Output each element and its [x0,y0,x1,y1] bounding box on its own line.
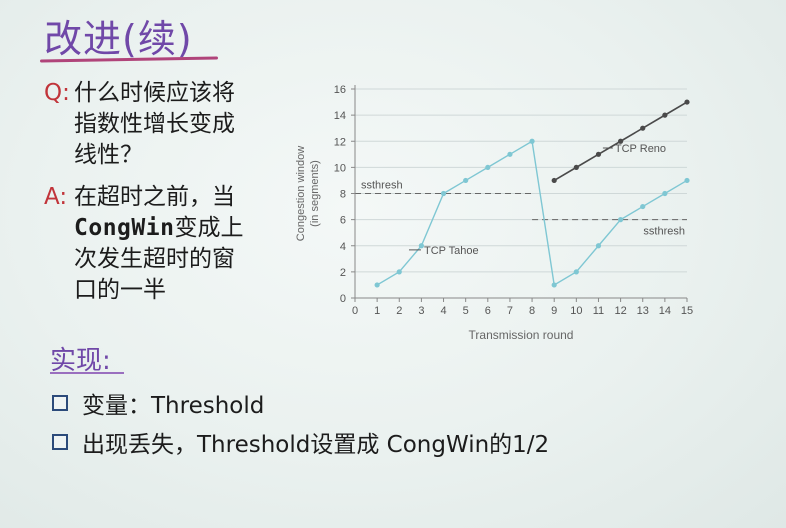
x-tick-label: 10 [570,305,582,317]
ssthresh-label: ssthresh [361,180,403,192]
y-tick-label: 14 [334,110,346,122]
bullet-text: 出现丢失，Threshold设置成 CongWin的1/2 [82,432,550,458]
checkbox-bullet-icon [52,434,68,450]
chart-series [374,99,690,288]
answer-line-3: 次发生超时的窗 [74,246,235,272]
x-tick-label: 9 [551,305,557,317]
x-tick-label: 3 [418,305,424,317]
chart-grid [355,88,687,273]
bullet-text: 变量：Threshold [82,393,265,419]
chart-thresholds [355,193,687,221]
tahoe-data-point [396,269,402,275]
x-tick-label: 4 [440,305,446,317]
x-tick-label: 2 [396,305,402,317]
tahoe-data-point [529,138,535,144]
ssthresh-label: ssthresh [643,226,685,238]
y-tick-label: 6 [340,215,346,227]
x-tick-label: 0 [352,305,358,317]
y-axis-label-line1: Congestion window [295,146,307,241]
x-tick-label: 6 [485,305,491,317]
reno-data-point [551,177,557,184]
tahoe-data-point [595,243,602,249]
tahoe-data-point [662,190,668,197]
y-tick-label: 12 [334,136,346,148]
tahoe-data-point [684,177,690,184]
reno-data-point [618,138,624,144]
bullet-item: 变量：Threshold [52,386,264,420]
chart-labels: ssthresh ssthresh TCP Reno TCP Tahoe [361,143,685,257]
impl-heading: 实现: [50,346,111,376]
question-mark: Q: [44,80,70,106]
reno-data-point [595,151,602,157]
x-tick-label: 5 [463,305,469,317]
answer-block: A: 在超时之前，当 CongWin变成上 次发生超时的窗 口的一半 [44,182,243,306]
answer-line-2: CongWin变成上 [74,213,243,244]
tahoe-data-point [640,203,646,210]
reno-data-point [662,112,668,118]
bullet-item: 出现丢失，Threshold设置成 CongWin的1/2 [52,425,549,459]
impl-underline [50,372,124,374]
x-tick-label: 12 [614,305,626,317]
y-tick-label: 10 [334,162,346,174]
answer-mark: A: [44,184,68,210]
reno-data-point [684,99,690,105]
x-tick-label: 11 [593,305,604,317]
answer-code: CongWin [74,215,175,241]
answer-line-1: 在超时之前，当 [74,184,235,210]
annotation-label-reno: TCP Reno [615,143,666,155]
annotation-label-tahoe: TCP Tahoe [424,245,479,257]
reno-data-point [640,125,646,131]
y-tick-label: 4 [340,241,346,253]
y-axis-label-line2: (in segments) [309,160,321,227]
tahoe-data-point [374,282,380,288]
question-block: Q: 什么时候应该将 指数性增长变成 线性？ [44,78,235,171]
tahoe-data-point [463,177,469,184]
x-tick-label: 7 [507,305,513,317]
checkbox-bullet-icon [52,395,68,411]
tahoe-data-point [573,269,579,275]
tahoe-data-point [551,282,557,288]
answer-line-4: 口的一半 [74,277,166,303]
answer-line-2-rest: 变成上 [174,215,244,241]
x-tick-label: 15 [681,305,693,317]
question-line-3: 线性？ [74,142,143,168]
tahoe-series-line [376,140,688,287]
x-tick-label: 13 [637,305,649,317]
y-tick-label: 0 [340,293,346,305]
x-tick-label: 1 [374,305,380,317]
x-axis-label: Transmission round [469,328,574,342]
question-line-1: 什么时候应该将 [74,80,235,106]
reno-data-point [573,164,579,170]
slide-title: 改进(续) [44,17,193,61]
tahoe-data-point [485,164,491,170]
y-tick-label: 8 [340,189,346,201]
question-line-2: 指数性增长变成 [74,111,235,137]
tahoe-data-point [507,151,513,157]
x-tick-label: 14 [659,305,671,317]
tahoe-data-point [418,243,424,249]
tahoe-data-point [618,217,624,223]
y-tick-label: 2 [340,267,346,279]
y-tick-label: 16 [334,84,346,96]
tahoe-data-point [440,190,447,197]
x-tick-label: 8 [529,305,535,317]
